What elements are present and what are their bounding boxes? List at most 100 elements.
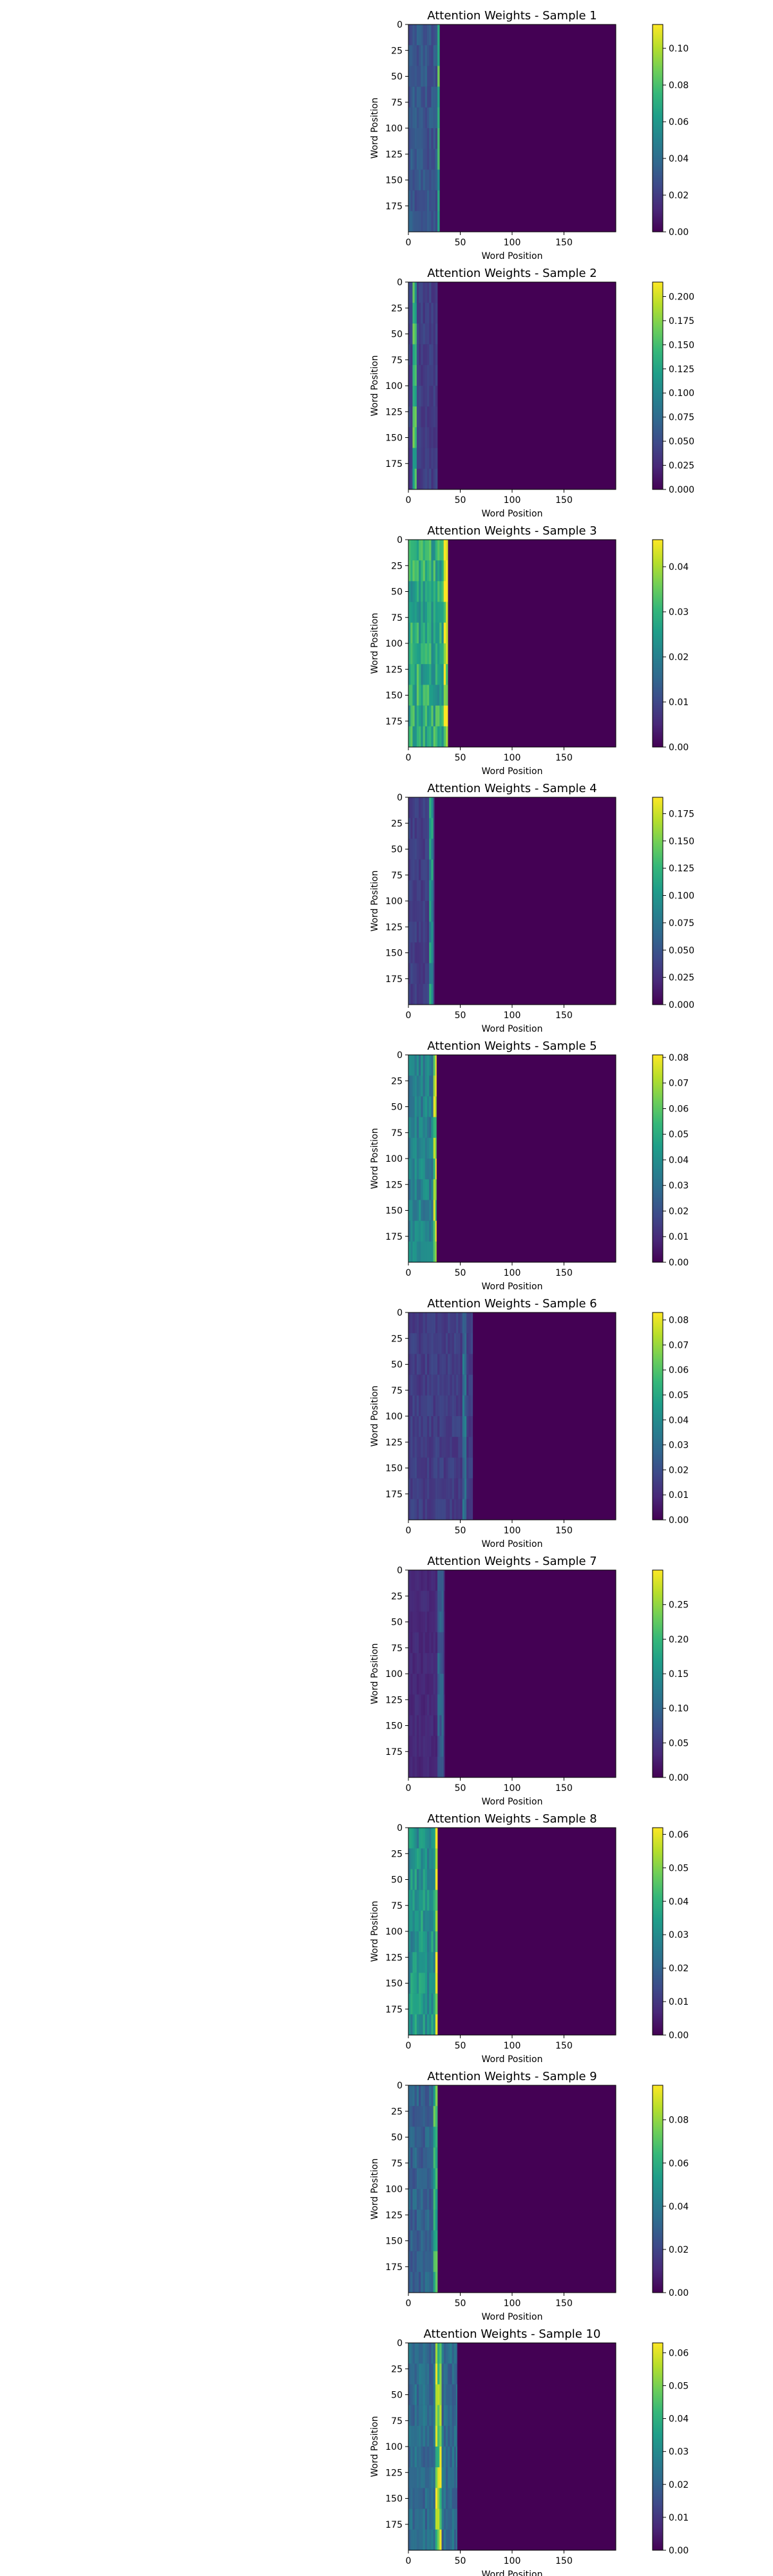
heatmap-cell: [410, 1333, 413, 1354]
heatmap-cell: [408, 323, 411, 345]
heatmap-cell: [429, 2508, 432, 2530]
colorbar-tick-label: 0.08: [669, 1316, 689, 1326]
heatmap-cell: [433, 323, 436, 345]
heatmap-cell: [419, 1159, 421, 1180]
heatmap-cell: [425, 1653, 428, 1674]
heatmap-cell: [416, 1973, 419, 1994]
heatmap-cell: [445, 540, 448, 561]
heatmap-cell: [414, 386, 417, 407]
heatmap-cell: [421, 1952, 423, 1973]
heatmap-cell: [412, 1910, 415, 1932]
heatmap-cell: [408, 1591, 411, 1612]
heatmap-cell: [414, 1889, 417, 1911]
heatmap-cell: [431, 818, 434, 839]
heatmap-cell: [445, 1395, 448, 1417]
heatmap-cell: [437, 601, 440, 623]
heatmap-cell: [462, 1499, 465, 1520]
heatmap-cell: [443, 1354, 446, 1375]
colorbar-tick-label: 0.05: [669, 1130, 689, 1140]
heatmap-cell: [412, 128, 415, 149]
heatmap-cell: [421, 448, 423, 469]
heatmap-cell: [458, 1437, 461, 1458]
heatmap-cell: [453, 1354, 457, 1375]
heatmap-cell: [419, 2529, 421, 2551]
heatmap-cell: [433, 190, 436, 212]
heatmap-cell: [414, 1137, 417, 1159]
heatmap-cell: [460, 1416, 463, 1437]
colorbar: [652, 281, 663, 490]
heatmap-cell: [410, 323, 413, 345]
heatmap-cell: [445, 622, 448, 644]
heatmap-cell: [410, 303, 413, 324]
heatmap-cell: [433, 1993, 436, 2015]
heatmap-cell: [408, 797, 411, 819]
heatmap-cell: [452, 1499, 455, 1520]
heatmap-cell: [445, 2363, 448, 2385]
heatmap-cell: [416, 2508, 419, 2530]
heatmap-cell: [431, 901, 434, 922]
heatmap-cell: [419, 901, 421, 922]
heatmap-cell: [466, 1499, 469, 1520]
heatmap-cell: [425, 1674, 428, 1695]
heatmap-cell: [435, 1889, 438, 1911]
heatmap-cell: [431, 1973, 434, 1994]
heatmap-cell: [412, 1632, 415, 1654]
heatmap-cell: [443, 1395, 446, 1417]
heatmap-cell: [414, 2508, 417, 2530]
heatmap-cell: [414, 1312, 417, 1334]
heatmap-cell: [425, 1694, 428, 1716]
heatmap-cell: [412, 1075, 415, 1097]
heatmap-cell: [412, 1570, 415, 1591]
heatmap-cell: [429, 406, 432, 428]
heatmap-cell: [410, 2447, 413, 2468]
heatmap-cell: [421, 66, 423, 87]
heatmap-cell: [425, 2405, 428, 2427]
heatmap-cell: [423, 1674, 426, 1695]
colorbar-tick-label: 0.08: [669, 80, 689, 91]
colorbar-tick-label: 0.100: [669, 891, 694, 902]
heatmap-cell: [426, 942, 430, 963]
heatmap-cell: [441, 2384, 444, 2405]
heatmap-cell: [435, 1200, 437, 1221]
heatmap-cell: [423, 323, 426, 345]
heatmap-cell: [414, 2488, 417, 2509]
heatmap-cell: [435, 1611, 438, 1633]
heatmap-cell: [429, 2384, 432, 2405]
heatmap-cell: [433, 86, 436, 108]
heatmap-cell: [416, 664, 419, 685]
heatmap-cell: [419, 1931, 421, 1953]
heatmap-cell: [425, 169, 428, 191]
heatmap-cell: [466, 1354, 469, 1375]
heatmap-cell: [429, 1220, 432, 1242]
heatmap-cell: [408, 1848, 411, 1870]
heatmap-cell: [435, 2230, 438, 2251]
x-tick-label: 150: [555, 2298, 573, 2309]
heatmap-cell: [421, 859, 423, 881]
heatmap-cell: [452, 1312, 455, 1334]
heatmap-cell: [425, 797, 428, 819]
heatmap-cell: [408, 1653, 411, 1674]
heatmap-cell: [414, 581, 417, 602]
heatmap-cell: [410, 1570, 413, 1591]
heatmap-cell: [423, 344, 426, 366]
heatmap-cell: [433, 901, 435, 922]
heatmap-cell: [470, 1333, 473, 1354]
heatmap-cell: [412, 169, 415, 191]
heatmap-cell: [414, 1869, 417, 1890]
heatmap-cell: [412, 901, 415, 922]
heatmap-cell: [431, 1416, 434, 1437]
heatmap-cell: [408, 303, 411, 324]
x-axis-label: Word Position: [482, 1282, 543, 1292]
heatmap-cell: [429, 2363, 432, 2385]
heatmap-cell: [410, 2425, 413, 2447]
heatmap-cell: [443, 2529, 446, 2551]
heatmap-cell: [448, 1478, 450, 1500]
heatmap-cell: [421, 2529, 423, 2551]
heatmap-cell: [429, 1457, 432, 1479]
heatmap-cell: [419, 1437, 421, 1458]
heatmap-cell: [431, 963, 434, 985]
heatmap-cell: [431, 24, 434, 46]
heatmap-cell: [450, 1354, 452, 1375]
y-tick-label: 0: [397, 793, 403, 803]
heatmap-cell: [433, 1632, 436, 1654]
